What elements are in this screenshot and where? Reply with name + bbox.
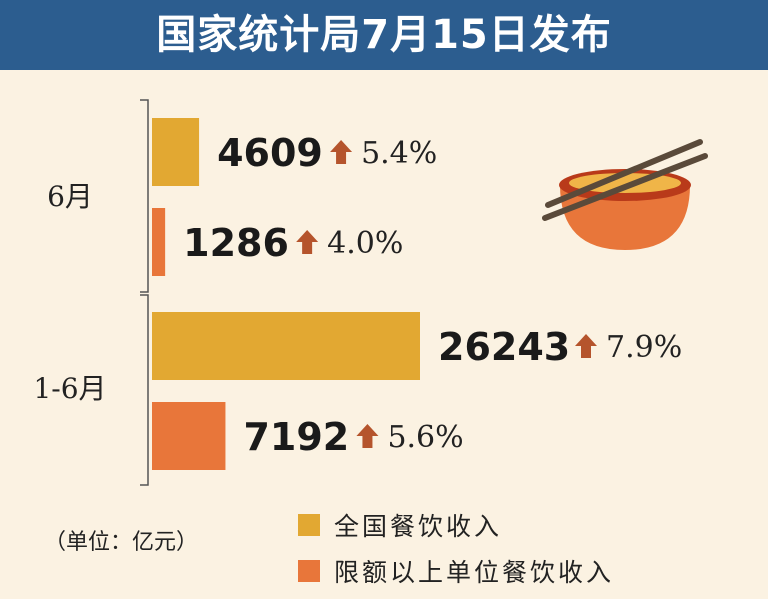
up-arrow-icon [575, 334, 597, 358]
bar-1-0 [152, 208, 166, 276]
legend-label-total: 全国餐饮收入 [334, 512, 503, 541]
category-label-0: 6月 [47, 180, 93, 213]
category-bracket [140, 294, 149, 486]
bar-1-1 [152, 402, 226, 470]
category-bracket [140, 99, 149, 293]
legend-label-above-limit: 限额以上单位餐饮收入 [334, 558, 615, 587]
up-arrow-icon [330, 140, 353, 164]
growth-label-1-1: 5.6% [387, 420, 463, 455]
up-arrow-icon [356, 424, 379, 448]
header-banner [0, 0, 768, 70]
growth-label-0-1: 7.9% [606, 330, 682, 365]
legend-swatch-above-limit [298, 560, 320, 582]
value-label-1-1: 7192 [243, 415, 349, 459]
value-label-0-0: 4609 [217, 131, 323, 175]
legend-item-above-limit: 限额以上单位餐饮收入 [298, 548, 614, 594]
page-title: 国家统计局7月15日发布 [156, 12, 612, 58]
up-arrow-icon [296, 230, 319, 254]
legend-swatch-total [298, 514, 320, 536]
value-label-1-0: 1286 [183, 221, 289, 265]
growth-label-1-0: 4.0% [327, 226, 403, 261]
legend: 全国餐饮收入 限额以上单位餐饮收入 [298, 502, 614, 594]
bar-chart: 6月 1-6月 4609 5.4% 26243 7.9% 1286 4.0% 7192 5.6% [33, 99, 708, 486]
unit-label: （单位：亿元） [44, 530, 199, 555]
bar-0-1 [152, 312, 420, 380]
category-label-1: 1-6月 [33, 372, 106, 405]
growth-label-0-0: 5.4% [361, 136, 437, 171]
legend-item-total: 全国餐饮收入 [298, 502, 614, 548]
bowl-with-chopsticks-icon [542, 139, 708, 250]
bar-0-0 [152, 118, 200, 186]
value-label-0-1: 26243 [438, 325, 570, 369]
